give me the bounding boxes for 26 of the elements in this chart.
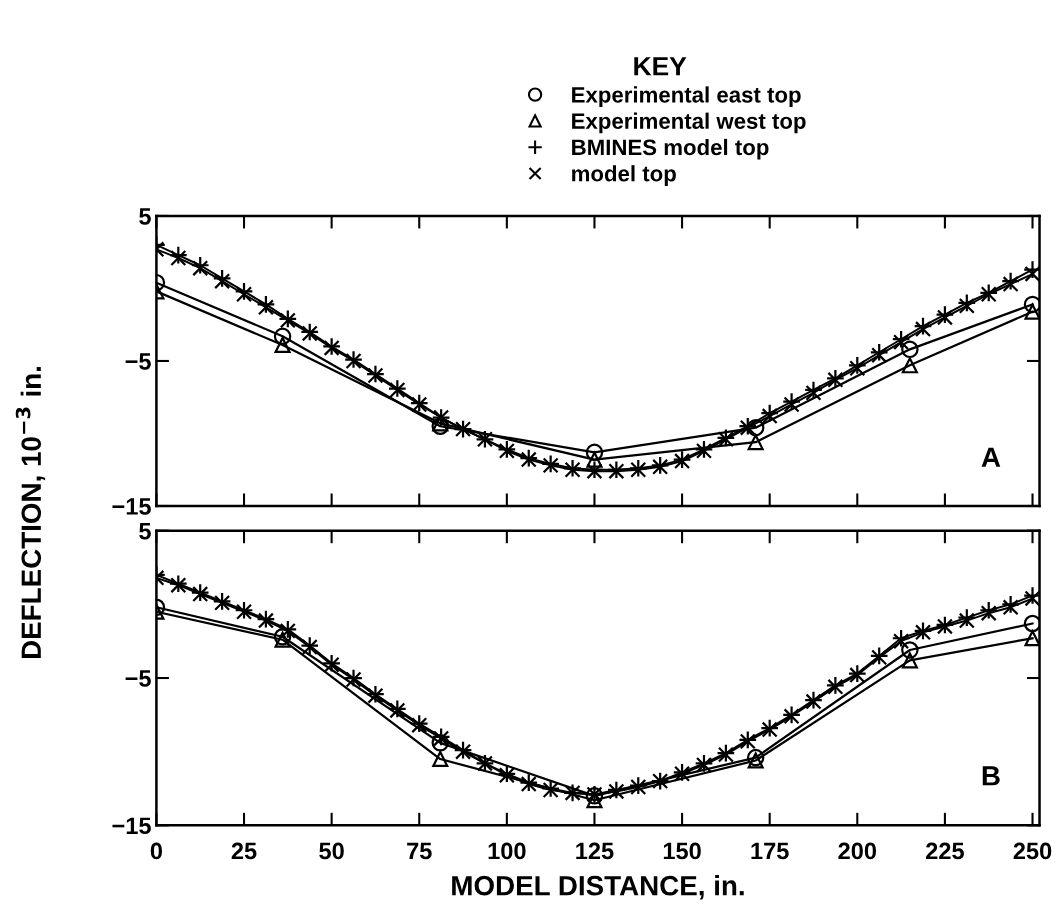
x-tick-label: 250 <box>1013 842 1052 860</box>
y-tick-label: 5 <box>139 208 151 225</box>
x-tick-label: 100 <box>488 842 526 860</box>
legend-label: Experimental east top <box>572 86 801 108</box>
legend-title: KEY <box>634 57 687 76</box>
x-tick-label: 25 <box>231 842 257 860</box>
y-tick-label: −5 <box>125 353 151 370</box>
legend-label: model top <box>572 165 676 186</box>
x-tick-label: 200 <box>838 842 877 860</box>
y-tick-label: −15 <box>112 817 151 835</box>
x-tick-label: 125 <box>576 842 614 860</box>
y-tick-label: −15 <box>112 498 151 515</box>
legend-label: BMINES model top <box>572 138 769 160</box>
x-tick-label: 175 <box>751 842 789 860</box>
x-tick-label: 0 <box>150 842 163 860</box>
x-axis-title: MODEL DISTANCE, in. <box>452 875 744 900</box>
legend-label: Experimental west top <box>572 112 806 134</box>
y-tick-label: −5 <box>125 670 151 687</box>
x-tick-label: 75 <box>407 842 432 860</box>
x-tick-label: 225 <box>926 842 964 860</box>
x-tick-label: 50 <box>319 842 344 860</box>
annotation: A <box>981 447 1001 467</box>
x-tick-label: 150 <box>663 842 701 860</box>
y-tick-label: 5 <box>139 523 151 540</box>
y-axis-title: DEFLECTION, 10$^{−3}$ in. <box>15 367 46 659</box>
annotation: B <box>982 766 1000 786</box>
